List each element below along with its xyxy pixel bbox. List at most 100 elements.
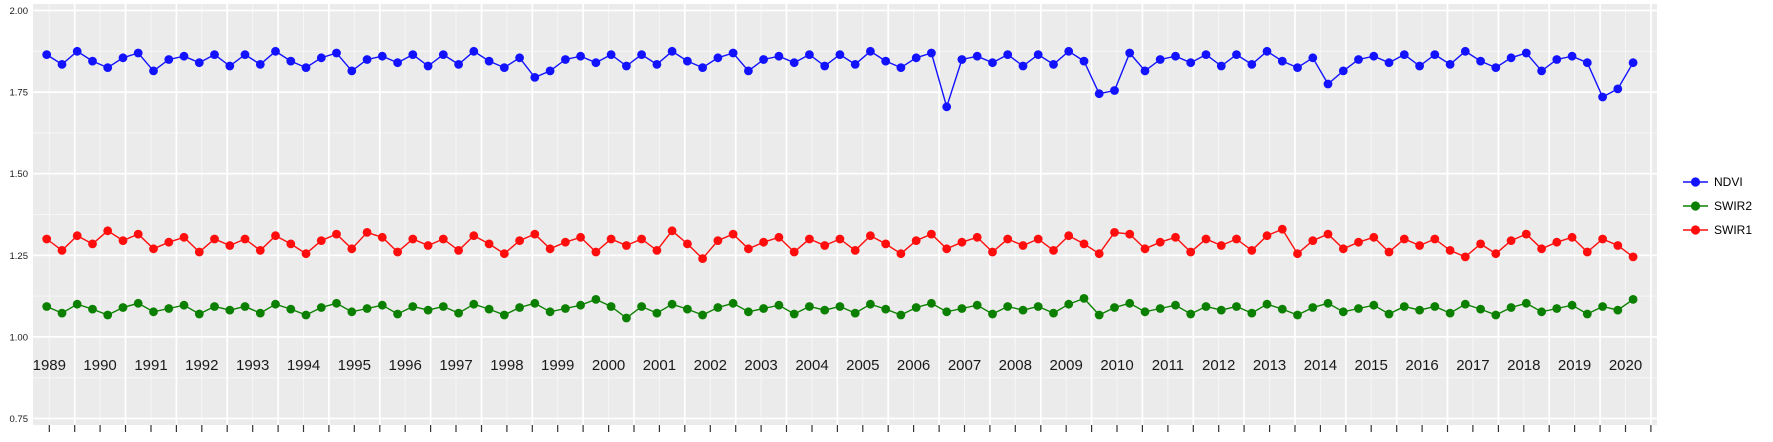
data-point — [1232, 302, 1241, 311]
data-point — [454, 60, 463, 69]
data-point — [1384, 58, 1394, 68]
data-point — [850, 308, 860, 318]
y-tick-label: 0.75 — [10, 414, 29, 425]
data-point — [637, 50, 646, 59]
data-point — [57, 246, 67, 255]
data-point — [1262, 231, 1272, 241]
data-point — [149, 66, 158, 76]
legend-item-SWIR1: SWIR1 — [1682, 222, 1752, 238]
x-tick-label: 2019 — [1558, 357, 1591, 374]
data-point — [1537, 307, 1546, 317]
data-point — [1110, 228, 1119, 237]
data-point — [301, 63, 311, 72]
x-tick-label: 2011 — [1152, 357, 1184, 374]
data-point — [1277, 56, 1287, 66]
data-point — [835, 302, 845, 311]
data-point — [210, 302, 219, 311]
data-point — [683, 304, 692, 314]
legend-label: NDVI — [1714, 175, 1743, 189]
x-tick-label: 2003 — [744, 357, 777, 374]
data-point — [698, 254, 707, 263]
data-point — [57, 308, 67, 318]
x-tick-label: 1996 — [389, 357, 422, 374]
data-point — [652, 246, 662, 255]
data-point — [1125, 48, 1135, 58]
data-point — [210, 234, 219, 244]
data-point — [606, 302, 616, 311]
data-point — [1445, 246, 1455, 255]
data-point — [316, 236, 326, 246]
data-point — [805, 234, 814, 244]
x-tick-label: 2008 — [999, 357, 1032, 374]
data-point — [1232, 234, 1241, 244]
data-point — [774, 51, 784, 61]
data-point — [866, 231, 875, 241]
data-point — [1140, 244, 1150, 254]
data-point — [393, 247, 402, 257]
x-tick-label: 1994 — [287, 357, 320, 374]
data-point — [942, 307, 952, 317]
data-point — [1262, 299, 1272, 309]
data-point — [1415, 305, 1424, 315]
data-point — [789, 247, 799, 257]
data-point — [1491, 310, 1501, 320]
data-point — [972, 51, 982, 61]
data-point — [469, 231, 479, 241]
data-point — [1506, 236, 1516, 246]
data-point — [988, 58, 997, 68]
data-point — [1567, 300, 1577, 310]
data-point — [1079, 56, 1089, 66]
data-point — [622, 241, 631, 250]
data-point — [1323, 229, 1333, 239]
data-point — [1537, 244, 1546, 254]
data-point — [179, 51, 189, 61]
data-point — [622, 61, 631, 71]
data-point — [225, 241, 235, 250]
data-point — [942, 102, 952, 112]
data-point — [103, 226, 113, 236]
data-point — [1049, 60, 1058, 69]
data-point — [1430, 50, 1440, 59]
data-point — [576, 51, 585, 61]
data-point — [1186, 247, 1196, 257]
data-point — [301, 249, 311, 259]
data-point — [1049, 308, 1058, 318]
data-point — [881, 239, 891, 249]
data-point — [164, 55, 174, 64]
series-SWIR2 — [42, 294, 1638, 323]
data-point — [591, 58, 601, 68]
data-point — [728, 229, 738, 239]
data-point — [1613, 84, 1623, 94]
data-point — [393, 58, 402, 68]
data-point — [1033, 50, 1043, 59]
data-point — [1247, 60, 1257, 69]
data-point — [561, 237, 570, 247]
data-point — [1171, 300, 1180, 310]
data-point — [744, 66, 753, 76]
data-point — [1613, 241, 1623, 250]
data-point — [515, 236, 524, 246]
data-point — [1354, 55, 1363, 64]
legend-label: SWIR1 — [1714, 223, 1753, 237]
data-point — [484, 304, 494, 314]
x-tick-label: 1990 — [83, 357, 116, 374]
data-point — [1399, 50, 1409, 59]
data-point — [1171, 232, 1180, 242]
data-point — [1384, 309, 1394, 319]
data-point — [1567, 232, 1577, 242]
data-point — [1171, 51, 1180, 61]
data-point — [1445, 308, 1455, 318]
data-point — [1018, 61, 1028, 71]
data-point — [408, 302, 418, 311]
data-point — [1125, 298, 1135, 308]
data-point — [774, 300, 784, 310]
data-point — [1415, 241, 1424, 250]
x-tick-label: 2017 — [1456, 357, 1489, 374]
data-point — [667, 46, 677, 56]
data-point — [103, 310, 113, 320]
data-point — [911, 303, 921, 312]
data-point — [1110, 86, 1119, 95]
data-point — [927, 229, 936, 239]
data-point — [1201, 302, 1211, 311]
x-axis-labels: 1989 1990 1991 1992 1993 1994 1995 1996 1997 1998… — [33, 357, 1643, 374]
